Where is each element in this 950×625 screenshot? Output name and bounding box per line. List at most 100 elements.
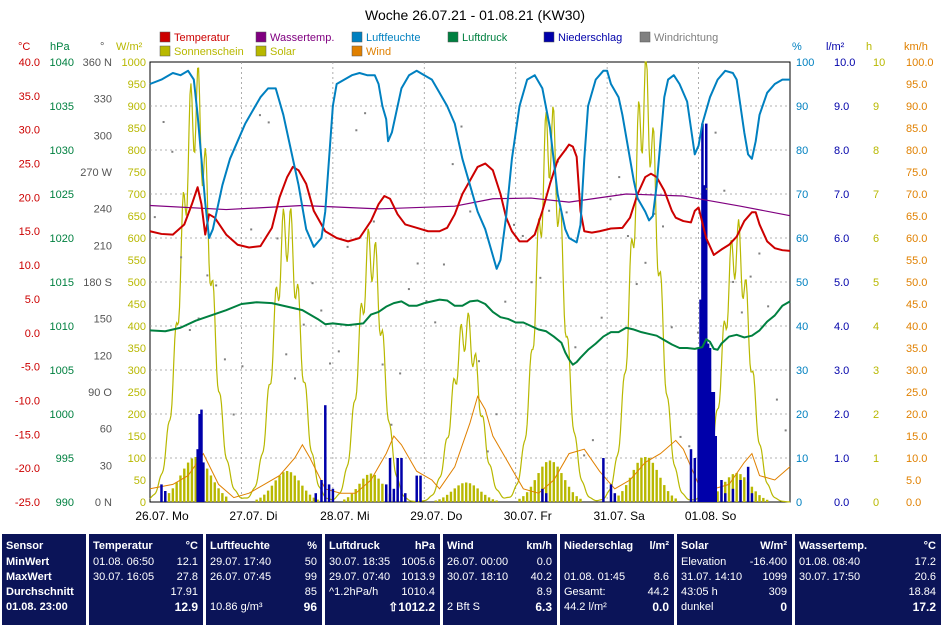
sunshine-bar: [263, 494, 266, 502]
precip-bar: [388, 458, 392, 502]
sunshine-bar: [346, 497, 350, 502]
wind-dir-dot: [232, 413, 235, 416]
panel-title: Niederschlag: [564, 540, 634, 552]
sunshine-bar: [636, 462, 639, 502]
panel-row-value: 12.1: [176, 556, 198, 568]
pct-tick: 70: [796, 189, 808, 201]
wind-dir-dot: [784, 429, 787, 432]
panel-row: Gesamt: 44.2: [564, 586, 669, 599]
sunshine-bar: [472, 485, 476, 502]
wind-dir-dot: [495, 413, 498, 416]
pct-tick: 20: [796, 409, 808, 421]
sunshine-bar: [289, 472, 293, 502]
wind-dir-dot: [600, 316, 603, 319]
wm2-tick: 450: [128, 299, 146, 311]
sunshine-bar: [209, 475, 213, 502]
wind-dir-dot: [329, 362, 332, 365]
wind-dir-dot: [364, 112, 367, 115]
deg-tick: 0 N: [95, 497, 112, 509]
pct-unit: %: [792, 41, 802, 53]
hours-unit: h: [866, 41, 872, 53]
wm2-tick: 150: [128, 431, 146, 443]
deg-tick: 120: [94, 350, 112, 362]
sunshine-bar: [293, 475, 296, 502]
temp-tick: 40.0: [19, 57, 40, 69]
sunshine-bar: [743, 477, 746, 502]
sunshine-bar: [442, 497, 445, 502]
panel-row-value: 12.9: [174, 600, 198, 614]
precip-bar: [202, 462, 205, 502]
sunshine-bar: [525, 492, 529, 502]
panel-row: 8.9: [447, 586, 552, 599]
precip-bar: [731, 488, 735, 502]
sunshine-bar: [487, 497, 491, 502]
sunshine-bar: [183, 468, 186, 502]
rain-tick: 1.0: [834, 453, 849, 465]
wind-dir-dot: [390, 423, 393, 426]
panel-row-value: 27.8: [176, 571, 198, 583]
wind-dir-dot: [197, 317, 200, 320]
wind-dir-dot: [346, 245, 349, 248]
pct-tick: 10: [796, 453, 808, 465]
deg-tick: 330: [94, 94, 112, 106]
wm2-unit: W/m²: [116, 41, 143, 53]
panel-title: Wind: [447, 540, 474, 552]
panel-row-value: 50: [304, 556, 317, 568]
kmh-tick: 80.0: [906, 145, 927, 157]
wind-dir-dot: [626, 235, 629, 238]
wind-dir-dot: [618, 176, 621, 179]
kmh-tick: 15.0: [906, 431, 927, 443]
precip-bar: [320, 480, 323, 502]
sunshine-bar: [575, 496, 578, 502]
rain-tick: 5.0: [834, 277, 849, 289]
panel-row-label: 30.07. 18:35: [329, 556, 391, 568]
precip-bar: [396, 458, 399, 502]
wind-dir-dot: [276, 237, 279, 240]
legend-swatch: [159, 45, 171, 57]
sunshine-bar: [522, 496, 525, 502]
wm2-tick: 350: [128, 343, 146, 355]
wm2-tick: 650: [128, 211, 146, 223]
wind-dir-dot: [591, 439, 594, 442]
precip-bar: [327, 484, 331, 502]
wm2-tick: 500: [128, 277, 146, 289]
panel-row: 31.07. 14:10 1099: [681, 571, 787, 584]
hpa-tick: 1000: [50, 409, 74, 421]
day-label: 30.07. Fr: [504, 509, 552, 523]
sunshine-bar: [190, 458, 194, 502]
rain-tick: 7.0: [834, 189, 849, 201]
sunshine-bar: [491, 499, 495, 502]
wind-dir-dot: [215, 284, 218, 287]
legend-swatch: [255, 45, 267, 57]
precip-bar: [704, 123, 708, 502]
panel-title: Luftdruck: [329, 540, 380, 552]
wind-dir-dot: [635, 283, 638, 286]
wind-dir-dot: [653, 212, 656, 215]
precip-bar: [693, 458, 697, 502]
panel-row-label: 26.07. 07:45: [210, 571, 272, 583]
sunshine-bar: [552, 462, 556, 502]
panel-row-value: 0.0: [652, 600, 669, 614]
panel-card: Solar W/m² Elevation -16.400 31.07. 14:10 109…: [677, 534, 792, 625]
precip-bar: [699, 299, 702, 502]
panel-row-value: 85: [304, 586, 317, 598]
panel-row-value: 1013.9: [401, 571, 435, 583]
precip-bar: [314, 493, 318, 502]
sunshine-bar: [640, 457, 643, 502]
pct-tick: 80: [796, 145, 808, 157]
legend-label: Solar: [270, 46, 296, 58]
wind-dir-dot: [548, 209, 551, 212]
panel-row-value: 17.2: [914, 556, 936, 568]
wind-dir-dot: [153, 216, 156, 219]
wm2-tick: 100: [128, 453, 146, 465]
wind-dir-dot: [407, 288, 410, 291]
precip-bar: [609, 484, 613, 502]
deg-unit: °: [100, 41, 104, 53]
wm2-tick: 600: [128, 233, 146, 245]
deg-tick: 150: [94, 314, 112, 326]
precip-bar: [331, 488, 335, 502]
hours-tick: 1: [873, 453, 879, 465]
wind-dir-dot: [355, 129, 358, 132]
hpa-unit: hPa: [50, 41, 70, 53]
panel-row-label: 01.08. 08:40: [799, 556, 861, 568]
